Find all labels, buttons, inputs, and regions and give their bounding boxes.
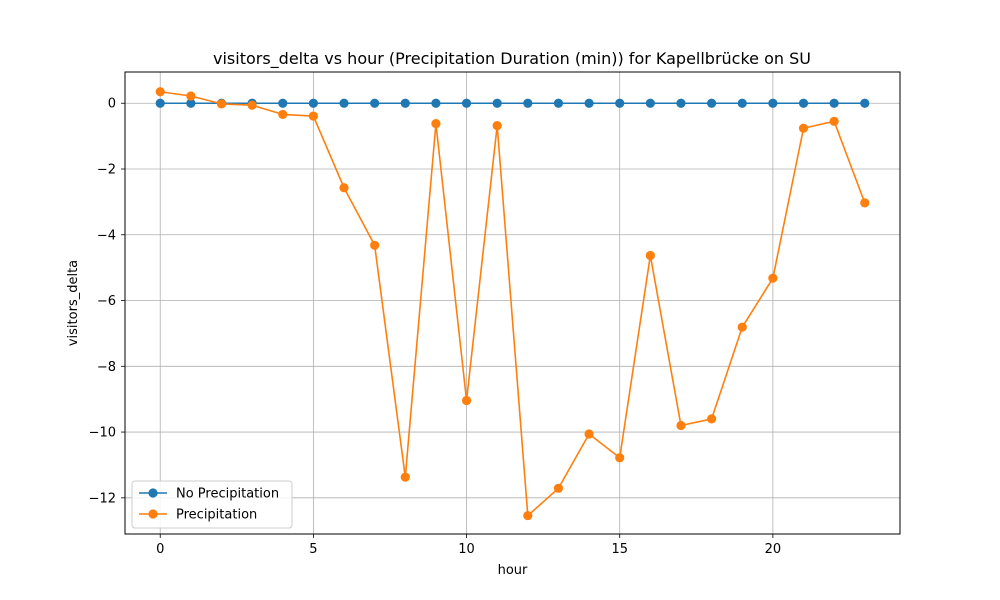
x-axis-label: hour: [498, 563, 528, 578]
data-point-precipitation: [186, 91, 196, 101]
data-point-no-precipitation: [768, 98, 778, 108]
data-point-no-precipitation: [278, 98, 288, 108]
y-tick-label: −6: [97, 294, 116, 309]
data-point-precipitation: [431, 119, 441, 129]
data-point-precipitation: [676, 420, 686, 431]
data-point-precipitation: [584, 429, 594, 439]
y-tick-label: −10: [89, 426, 116, 441]
data-point-no-precipitation: [829, 98, 839, 108]
data-point-precipitation: [370, 240, 380, 250]
data-point-precipitation: [523, 510, 533, 521]
legend-item: No Precipitation: [139, 487, 279, 502]
data-point-precipitation: [768, 273, 778, 283]
series-line-precipitation: [160, 90, 866, 517]
chart-title: visitors_delta vs hour (Precipitation Du…: [213, 49, 811, 69]
data-point-precipitation: [645, 250, 655, 261]
data-point-precipitation: [737, 322, 747, 332]
series-precipitation: [155, 87, 870, 521]
data-point-no-precipitation: [339, 98, 349, 108]
data-point-no-precipitation: [431, 98, 441, 108]
data-point-no-precipitation: [707, 98, 717, 108]
x-tick-label: 20: [765, 542, 782, 557]
data-point-precipitation: [492, 120, 502, 131]
data-point-no-precipitation: [370, 98, 380, 108]
data-point-no-precipitation: [615, 98, 625, 108]
data-point-precipitation: [247, 100, 257, 110]
y-axis-label: visitors_delta: [66, 260, 81, 346]
data-point-no-precipitation: [553, 98, 564, 108]
x-tick-label: 5: [309, 542, 317, 557]
data-point-no-precipitation: [308, 98, 318, 108]
x-tick-label: 10: [458, 542, 475, 557]
data-point-precipitation: [860, 198, 870, 208]
legend-label: No Precipitation: [176, 487, 279, 502]
legend-marker: [148, 509, 158, 519]
y-tick-label: −2: [97, 163, 116, 178]
data-point-no-precipitation: [860, 98, 870, 108]
data-point-no-precipitation: [645, 98, 655, 108]
data-point-precipitation: [339, 183, 349, 193]
y-tick-label: 0: [108, 97, 116, 112]
data-point-no-precipitation: [676, 98, 686, 108]
data-point-precipitation: [400, 472, 410, 482]
data-point-no-precipitation: [186, 98, 196, 108]
legend: No Precipitation Precipitation: [131, 480, 293, 529]
gridlines: [125, 72, 900, 534]
data-point-no-precipitation: [737, 98, 747, 108]
axis-ticks: 0 5 10 15 20 0 −2 −4 −6 −8 −10 −12: [89, 97, 782, 557]
data-point-precipitation: [155, 87, 165, 97]
data-point-no-precipitation: [523, 98, 533, 108]
plot-area-frame: [124, 71, 901, 535]
y-tick-label: −8: [97, 360, 116, 375]
data-point-precipitation: [461, 395, 472, 406]
y-tick-label: −12: [89, 491, 116, 506]
y-tick-label: −4: [97, 228, 116, 243]
legend-label: Precipitation: [176, 508, 257, 523]
data-point-precipitation: [707, 414, 717, 424]
data-point-no-precipitation: [400, 98, 410, 108]
data-point-no-precipitation: [461, 98, 472, 108]
data-point-no-precipitation: [798, 98, 809, 108]
data-point-no-precipitation: [584, 98, 594, 108]
data-point-precipitation: [308, 111, 318, 121]
series-no-precipitation: [155, 98, 870, 108]
x-tick-label: 0: [156, 542, 164, 557]
data-point-precipitation: [798, 123, 809, 133]
series-layer: [155, 87, 870, 521]
data-point-precipitation: [615, 453, 625, 463]
data-point-no-precipitation: [155, 98, 165, 108]
data-point-precipitation: [829, 116, 839, 126]
x-tick-label: 15: [611, 542, 628, 557]
data-point-precipitation: [278, 109, 288, 120]
legend-box: [131, 480, 293, 529]
data-point-precipitation: [553, 483, 564, 493]
data-point-no-precipitation: [492, 98, 502, 108]
legend-marker: [148, 488, 158, 498]
data-point-precipitation: [216, 99, 227, 109]
legend-item: Precipitation: [139, 508, 257, 523]
